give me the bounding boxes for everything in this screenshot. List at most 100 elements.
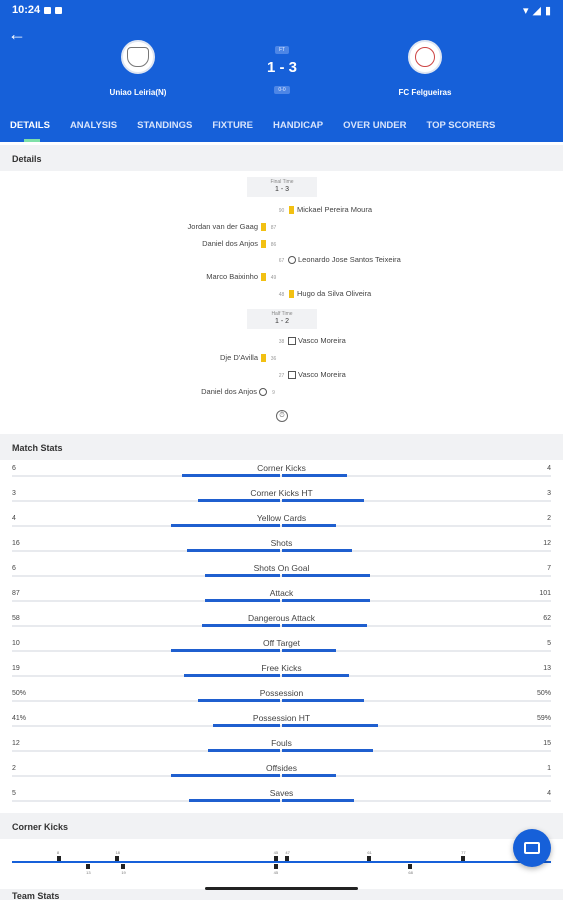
corner-minute-label: 47: [285, 850, 290, 855]
event-row: 67 Leonardo Jose Santos Teixeira: [277, 254, 401, 266]
signal-icon: ◢: [532, 4, 541, 17]
stat-home-value: 41%: [12, 715, 27, 722]
stat-home-bar: [205, 599, 280, 602]
home-corner-mark: [273, 856, 278, 861]
stat-away-bar: [282, 799, 354, 802]
stat-away-bar: [282, 474, 347, 477]
stat-name: Corner Kicks HT: [250, 488, 313, 498]
tab-details[interactable]: DETAILS: [10, 120, 50, 131]
stat-name: Possession: [259, 688, 304, 698]
stat-away-bar: [282, 674, 349, 677]
tab-top-scorers[interactable]: TOP SCORERS: [426, 120, 496, 131]
event-minute: 67: [278, 258, 285, 264]
half-time-score: 1 - 2: [274, 318, 289, 325]
home-corner-mark: [56, 856, 61, 861]
stat-home-bar: [171, 524, 280, 527]
stat-home-bar: [202, 624, 280, 627]
home-team[interactable]: Uniao Leiria(N): [78, 40, 198, 97]
stat-row: 6 Corner Kicks 4: [0, 461, 563, 486]
event-minute: 90: [278, 208, 285, 214]
stat-name: Offsides: [265, 763, 298, 773]
stat-row: 41% Possession HT 59%: [0, 711, 563, 736]
stat-away-value: 13: [543, 665, 551, 672]
notification-status-icon: [55, 6, 63, 14]
stat-row: 16 Shots 12: [0, 536, 563, 561]
tab-fixture[interactable]: FIXTURE: [212, 120, 253, 131]
match-header: 10:24 ▾ ◢ ▮ ← Uniao Leiria(N) FT 1 - 3 0…: [0, 0, 563, 142]
event-player: Vasco Moreira: [298, 370, 346, 379]
stat-away-bar: [282, 649, 336, 652]
stat-name: Fouls: [271, 738, 292, 748]
full-time-marker: Final Time 1 - 3: [247, 177, 317, 197]
tab-bar: DETAILS ANALYSIS STANDINGS FIXTURE HANDI…: [0, 112, 563, 142]
home-corner-mark: [461, 856, 466, 861]
stat-home-value: 2: [12, 765, 16, 772]
away-team[interactable]: FC Felgueiras: [365, 40, 485, 97]
home-corner-mark: [115, 856, 120, 861]
tab-over-under[interactable]: OVER UNDER: [343, 120, 407, 131]
stat-away-bar: [282, 599, 370, 602]
corner-minute-label: 13: [86, 870, 91, 875]
stat-home-value: 10: [12, 640, 20, 647]
stat-bar-track: [12, 475, 551, 477]
stat-bar-track: [12, 650, 551, 652]
stat-away-value: 59%: [536, 715, 551, 722]
details-section-title: Details: [0, 145, 563, 171]
chat-fab-button[interactable]: [513, 829, 551, 867]
tab-handicap[interactable]: HANDICAP: [273, 120, 324, 131]
stat-home-value: 50%: [12, 690, 27, 697]
stat-name: Yellow Cards: [256, 513, 307, 523]
stat-row: 12 Fouls 15: [0, 736, 563, 761]
stat-away-value: 3: [547, 490, 551, 497]
stat-home-value: 6: [12, 565, 16, 572]
yellow-card-icon: [261, 273, 266, 282]
event-row: 90 Mickael Pereira Moura: [277, 204, 372, 216]
stat-home-bar: [187, 549, 280, 552]
tab-analysis[interactable]: ANALYSIS: [69, 120, 118, 131]
stat-home-value: 87: [12, 590, 20, 597]
stat-away-value: 1: [547, 765, 551, 772]
event-minute: 86: [270, 242, 277, 248]
stat-row: 3 Corner Kicks HT 3: [0, 486, 563, 511]
stat-name: Attack: [269, 588, 294, 598]
stat-name: Shots: [270, 538, 293, 548]
stat-row: 58 Dangerous Attack 62: [0, 611, 563, 636]
stat-bar-track: [12, 725, 551, 727]
event-player: Daniel dos Anjos: [201, 387, 257, 396]
tab-standings[interactable]: STANDINGS: [137, 120, 193, 131]
corner-minute-label: 45: [273, 850, 279, 855]
secondary-score-pill: 0-0: [274, 86, 290, 94]
stat-name: Off Target: [262, 638, 300, 648]
goal-ball-icon: [259, 388, 267, 397]
stat-name: Dangerous Attack: [247, 613, 316, 623]
stat-row: 50% Possession 50%: [0, 686, 563, 711]
home-team-name: Uniao Leiria(N): [109, 88, 167, 97]
status-bar: 10:24 ▾ ◢ ▮: [0, 0, 563, 20]
gesture-home-bar: [205, 887, 358, 890]
event-minute: 27: [278, 373, 285, 379]
event-minute: 49: [270, 275, 277, 281]
corner-minute-label: 45: [273, 870, 279, 875]
stat-home-value: 16: [12, 540, 20, 547]
corner-minute-label: 18: [115, 850, 120, 855]
stat-row: 87 Attack 101: [0, 586, 563, 611]
team-stats-section-title: Team Stats: [0, 889, 563, 900]
chat-icon: [524, 842, 540, 854]
stat-row: 19 Free Kicks 13: [0, 661, 563, 686]
stat-away-value: 4: [547, 790, 551, 797]
scoreboard: FT 1 - 3 0-0: [232, 38, 332, 96]
yellow-card-icon: [289, 206, 294, 215]
event-player: Leonardo Jose Santos Teixeira: [298, 255, 401, 264]
corner-minute-label: 77: [461, 850, 466, 855]
stat-home-bar: [198, 699, 280, 702]
stat-home-value: 12: [12, 740, 20, 747]
back-arrow-icon[interactable]: ←: [8, 24, 26, 44]
event-player: Daniel dos Anjos: [202, 239, 258, 248]
match-stats-section-title: Match Stats: [0, 434, 563, 460]
stat-bar-track: [12, 775, 551, 777]
home-team-crest: [121, 40, 155, 74]
corner-kicks-section-title: Corner Kicks: [0, 813, 563, 839]
event-minute: 38: [278, 339, 285, 345]
event-minute: 36: [270, 356, 277, 362]
stat-away-value: 4: [547, 465, 551, 472]
